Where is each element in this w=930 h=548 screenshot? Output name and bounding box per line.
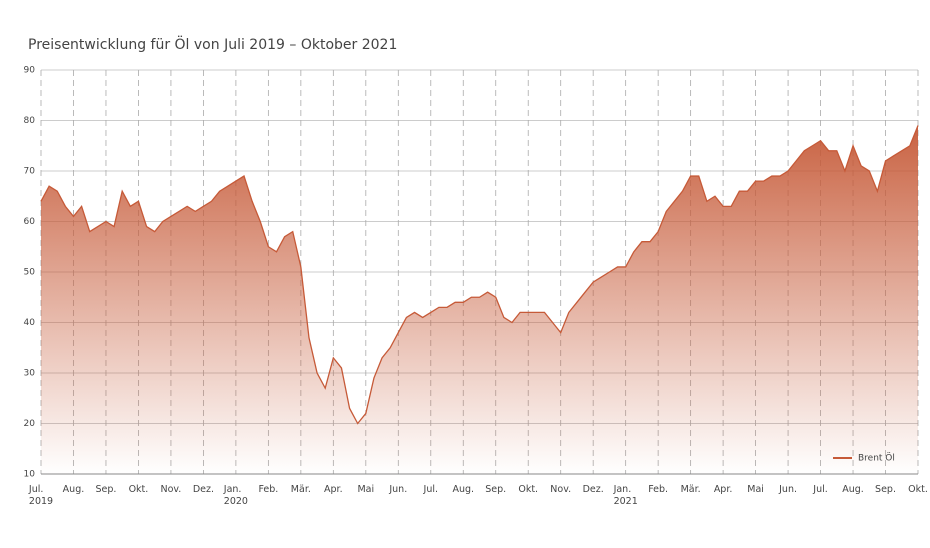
chart-title: Preisentwicklung für Öl von Juli 2019 – … <box>28 37 398 53</box>
x-tick-label: Jul. 2019 <box>28 484 54 507</box>
x-tick-label: Mär. <box>680 484 701 495</box>
x-tick-label: Okt. <box>908 484 928 495</box>
x-tick-label: Okt. <box>128 484 149 495</box>
x-tick-label: Nov. <box>160 484 182 495</box>
x-tick-label: Sep. <box>485 484 507 495</box>
x-tick-label: Feb. <box>648 484 669 495</box>
y-tick-label: 60 <box>24 217 36 227</box>
y-tick-label: 10 <box>24 470 36 480</box>
y-tick-label: 30 <box>24 369 36 379</box>
x-tick-label: Jul. <box>423 484 439 495</box>
x-tick-label: Jun. <box>779 484 797 495</box>
x-tick-label: Aug. <box>62 484 85 495</box>
x-tick-label: Dez. <box>192 484 214 495</box>
x-tick-label: Mai <box>357 484 375 495</box>
x-tick-label: Aug. <box>842 484 864 495</box>
y-tick-label: 40 <box>24 318 36 328</box>
x-tick-label: Jun. <box>389 484 408 495</box>
x-tick-label: Mär. <box>290 484 311 495</box>
x-tick-label: Mai <box>747 484 764 495</box>
y-tick-label: 90 <box>24 66 36 76</box>
y-tick-label: 80 <box>24 116 36 126</box>
area-fill <box>41 125 918 475</box>
x-tick-label: Jan. 2020 <box>223 484 248 507</box>
x-tick-label: Nov. <box>550 484 572 495</box>
legend-label: Brent Öl <box>858 453 895 464</box>
x-tick-label: Sep. <box>95 484 117 495</box>
x-tick-label: Feb. <box>258 484 279 495</box>
y-tick-label: 20 <box>24 419 36 429</box>
x-tick-label: Apr. <box>324 484 343 495</box>
x-tick-label: Okt. <box>518 484 539 495</box>
x-tick-label: Dez. <box>582 484 604 495</box>
y-tick-label: 70 <box>24 167 36 177</box>
line <box>40 125 919 425</box>
x-tick-label: Aug. <box>452 484 475 495</box>
x-tick-label: Jan. 2021 <box>613 484 638 507</box>
x-tick-label: Jul. <box>813 484 828 495</box>
y-tick-label: 50 <box>24 268 36 278</box>
x-tick-label: Apr. <box>713 484 733 495</box>
x-tick-label: Sep. <box>875 484 896 495</box>
